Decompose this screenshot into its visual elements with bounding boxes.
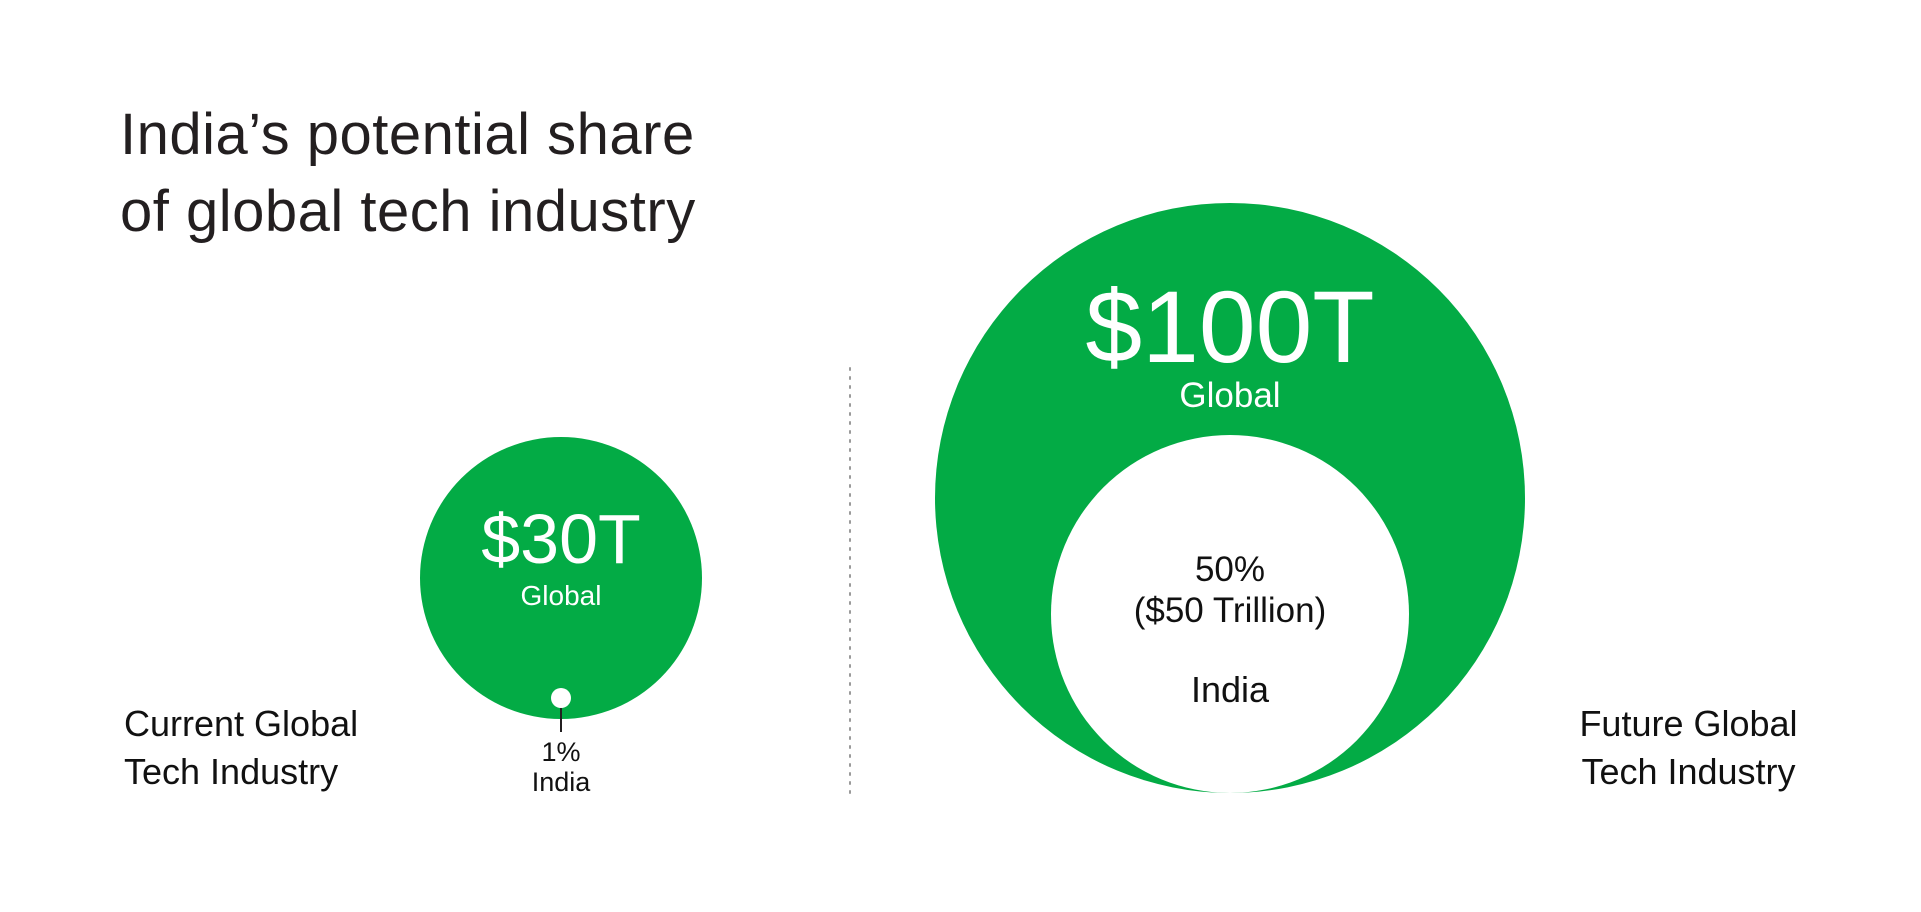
current-global-bubble <box>420 437 702 719</box>
current-industry-label-line-1: Current Global <box>124 703 359 744</box>
current-global-caption: Global <box>521 580 602 611</box>
future-india-amount-label: ($50 Trillion) <box>1134 591 1327 630</box>
future-industry-label-line-1: Future Global <box>1579 703 1798 744</box>
chart-title: India’s potential share of global tech i… <box>120 96 820 250</box>
current-india-bubble <box>551 688 571 708</box>
future-group: $100T Global 50% ($50 Trillion) India <box>935 203 1525 793</box>
current-global-value-label: $30T <box>481 500 641 578</box>
future-india-name-label: India <box>1191 669 1270 710</box>
future-india-bubble <box>1051 435 1409 793</box>
future-global-value-label: $100T <box>1085 270 1374 384</box>
future-industry-label: Future Global Tech Industry <box>1566 700 1811 796</box>
current-industry-label: Current Global Tech Industry <box>124 700 358 796</box>
current-india-name-label: India <box>532 767 592 797</box>
future-global-caption: Global <box>1179 376 1280 415</box>
future-india-share-label: 50% <box>1195 550 1265 589</box>
chart-title-line-1: India’s potential share <box>120 102 695 167</box>
future-industry-label-line-2: Tech Industry <box>1581 751 1796 792</box>
current-group: $30T Global 1% India <box>420 437 702 797</box>
current-industry-label-line-2: Tech Industry <box>124 751 339 792</box>
chart-title-line-2: of global tech industry <box>120 179 696 244</box>
current-india-share-label: 1% <box>541 737 580 767</box>
